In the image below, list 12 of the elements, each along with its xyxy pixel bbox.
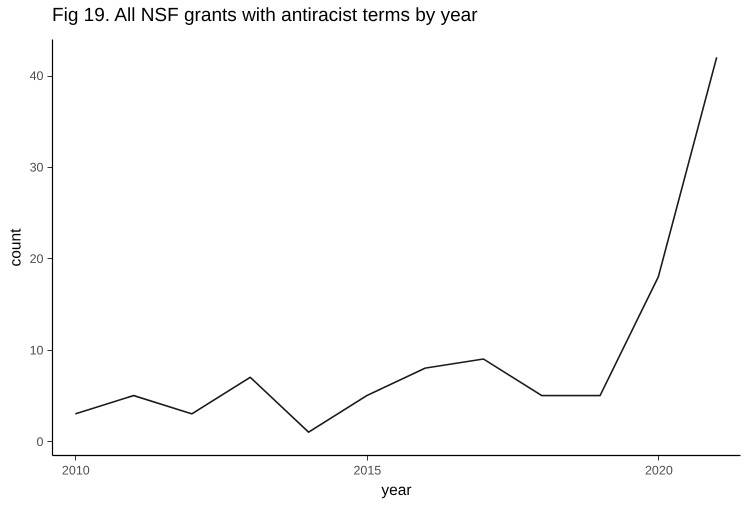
x-axis-title: year <box>381 482 412 499</box>
y-tick-label: 30 <box>30 160 44 174</box>
x-tick-label: 2020 <box>644 464 673 478</box>
y-tick-label: 40 <box>30 69 44 84</box>
chart-title: Fig 19. All NSF grants with antiracist terms by year <box>52 5 478 26</box>
x-tick-label: 2015 <box>353 464 382 478</box>
y-tick-label: 10 <box>30 343 44 358</box>
x-tick-label: 2010 <box>62 464 90 478</box>
y-tick-label: 20 <box>30 252 44 266</box>
line-series <box>74 56 718 433</box>
y-tick-label: 0 <box>36 434 44 449</box>
y-axis-title: count <box>8 228 25 266</box>
